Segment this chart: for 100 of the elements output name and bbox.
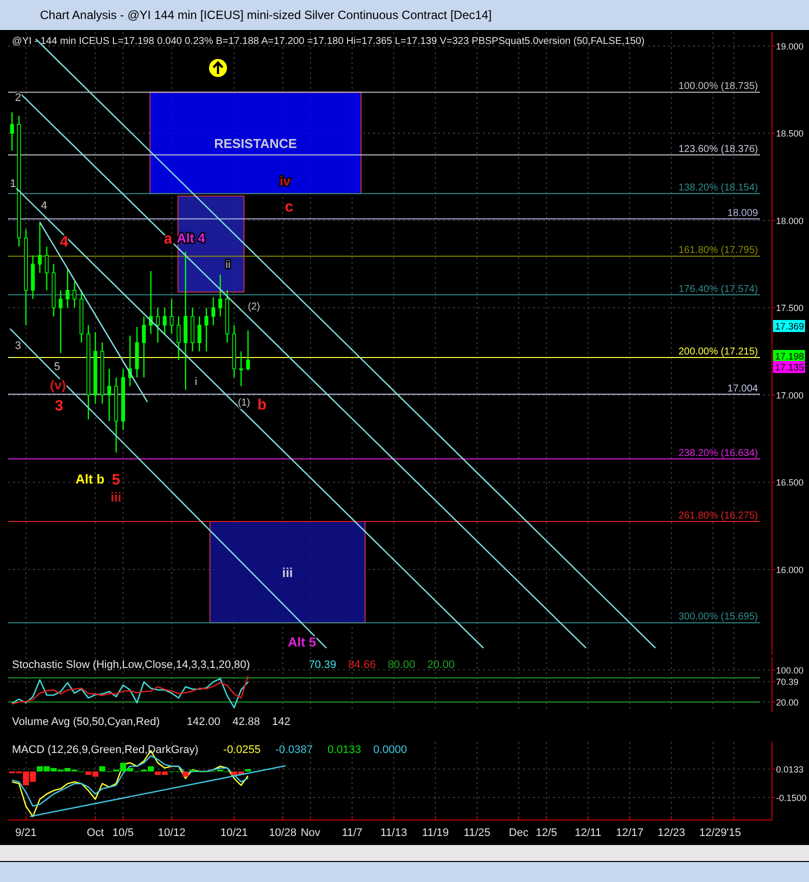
ref-line-label: 100.00% (18.735) — [678, 81, 758, 92]
candlestick — [58, 290, 63, 354]
candlestick — [239, 350, 243, 387]
annotation: (2) — [248, 302, 260, 312]
candlestick — [176, 316, 181, 361]
band-label: RESISTANCE — [214, 136, 298, 151]
candlestick — [44, 246, 49, 291]
ref-line-label: 261.80% (16.275) — [678, 510, 758, 522]
y-tick-label: 16.500 — [776, 478, 804, 488]
annotation: 3 — [14, 340, 22, 352]
ref-line-label: 238.20% (16.634) — [678, 448, 758, 459]
text: Volume Avg (50,50,Cyan,Red) — [12, 716, 160, 728]
y-tick-label: 17.000 — [776, 390, 804, 400]
y-tick-label: 19.000 — [776, 41, 804, 52]
x-tick-label: 12/11 — [574, 827, 602, 839]
chart-title: MACD (12,26,9,Green,Red,DarkGray) — [12, 744, 198, 756]
annotation: 84.66 — [348, 659, 376, 671]
x-tick-label: 9/21 — [15, 827, 37, 839]
candlestick — [156, 307, 160, 344]
text: 142.00 — [186, 716, 220, 728]
candlestick — [246, 330, 250, 372]
candlestick — [211, 296, 216, 326]
annotation: 4 — [40, 200, 48, 212]
candlestick — [38, 222, 42, 274]
y-tick-label: 100.00 — [776, 665, 804, 676]
annotation: 70.39 — [308, 659, 336, 671]
ref-line-label: 300.00% (15.695) — [678, 612, 758, 623]
annotation: b — [257, 396, 267, 414]
candlestick — [198, 316, 202, 352]
annotation: (v) — [50, 378, 66, 393]
annotation: 5 — [112, 471, 120, 488]
candlestick — [107, 368, 112, 422]
annotation: 2 — [14, 92, 22, 104]
annotation: Alt 5 — [288, 634, 316, 650]
candlestick — [66, 268, 70, 308]
y-tick-label: 18.000 — [776, 216, 804, 226]
y-tick-label: 20.00 — [776, 697, 799, 708]
annotation: iii — [110, 490, 122, 505]
x-tick-label: 11/19 — [422, 827, 449, 839]
candlestick — [218, 274, 222, 318]
annotation: 0.0000 — [373, 744, 407, 756]
x-tick-label: Oct — [86, 827, 104, 839]
chart-title: Chart Analysis - @YI 144 min [ICEUS] mini-sized Silver Continuous Contract [Dec14] — [40, 8, 492, 22]
chart-subtitle: @YI - 144 min ICEUS L=17.198 0.040 0.23% B=17.188 A=17.200 =17.180 Hi=17.365 L=17.139 V=323 PBSPSquat5.0version (50,FALSE,150) — [12, 36, 645, 47]
x-tick-label: 12/17 — [616, 827, 644, 839]
ref-line-label: 17.004 — [727, 383, 758, 394]
ref-line-label: 18.009 — [727, 208, 758, 219]
annotation: 3 — [54, 397, 64, 414]
annotation: (1) — [238, 398, 250, 408]
ref-line-label: 176.40% (17.574) — [678, 284, 758, 295]
candlestick — [162, 307, 167, 334]
ref-line-label: 161.80% (17.795) — [678, 245, 758, 256]
annotation: Alt b — [76, 472, 104, 487]
annotation: iv — [280, 174, 292, 189]
x-tick-label: 10/21 — [220, 827, 248, 839]
candlestick — [10, 112, 14, 152]
x-tick-label: Dec — [508, 827, 529, 839]
ref-line-label: 200.00% (17.215) — [678, 346, 758, 358]
y-tick-label: 70.39 — [776, 677, 799, 688]
ref-line-label: 123.60% (18.376) — [678, 144, 758, 155]
x-tick-label: 11/25 — [464, 827, 490, 839]
annotation: i — [194, 376, 198, 388]
x-tick-label: 10/12 — [158, 827, 186, 839]
candlestick — [72, 280, 76, 308]
text: 42.88 — [232, 716, 260, 728]
annotation: -0.0255 — [223, 744, 261, 756]
annotation: 0.0133 — [328, 744, 362, 756]
text: 142 — [272, 716, 290, 728]
text: 17.369 — [775, 322, 804, 332]
text: 17.198 — [775, 352, 804, 362]
x-tick-label: 11/7 — [342, 827, 362, 839]
annotation: -0.0387 — [275, 744, 313, 756]
annotation: c — [284, 198, 294, 216]
y-tick-label: 0.0133 — [776, 764, 804, 775]
annotation: ii — [226, 258, 230, 271]
annotation: 5 — [54, 360, 60, 373]
candlestick — [142, 316, 146, 378]
y-tick-label: 18.500 — [776, 128, 804, 139]
candlestick — [170, 298, 174, 334]
band-label: iii — [282, 565, 293, 580]
annotation: 20.00 — [427, 659, 455, 671]
x-tick-label: Nov — [300, 827, 321, 839]
bar — [182, 771, 189, 777]
candlestick — [204, 307, 208, 352]
y-tick-label: 17.500 — [776, 303, 804, 314]
y-tick-label: -0.1500 — [776, 792, 807, 803]
text: 17.135 — [775, 362, 804, 374]
chart-title: Stochastic Slow (High,Low,Close,14,3,3,1,20,80) — [12, 659, 250, 671]
bar — [99, 766, 106, 772]
x-tick-label: 10/5 — [112, 827, 134, 839]
annotation: 4 — [60, 233, 69, 250]
x-tick-label: 12/29 — [699, 827, 727, 839]
x-tick-label: 12/5 — [536, 827, 558, 839]
ref-line-label: 138.20% (18.154) — [678, 182, 758, 194]
annotation: 80.00 — [388, 659, 416, 671]
x-tick-label: 10/28 — [268, 827, 296, 839]
x-tick-label: 12/23 — [658, 827, 686, 839]
x-tick-label: 11/13 — [380, 827, 408, 839]
y-tick-label: 16.000 — [776, 564, 804, 575]
x-tick-label: '15 — [726, 827, 741, 839]
